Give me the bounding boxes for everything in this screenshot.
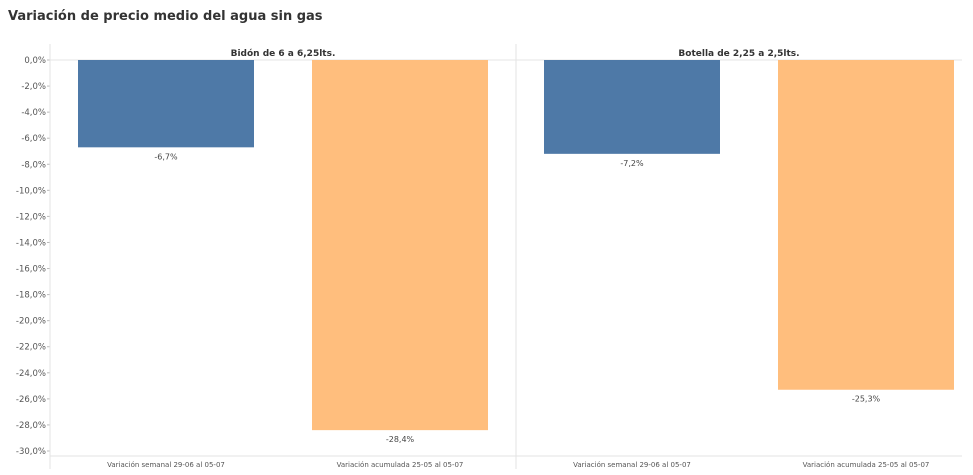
x-category-label: Variación acumulada 25-05 al 05-07 (803, 461, 930, 469)
x-category-label: Variación acumulada 25-05 al 05-07 (337, 461, 464, 469)
y-tick-label: -24,0% (16, 369, 46, 379)
y-tick-label: 0,0% (24, 56, 46, 66)
x-category-label: Variación semanal 29-06 al 05-07 (573, 461, 691, 469)
data-label: -6,7% (154, 152, 178, 161)
y-tick-label: -4,0% (21, 108, 46, 118)
bar (544, 60, 720, 154)
panel-title: Bidón de 6 a 6,25lts. (231, 48, 336, 59)
y-tick-label: -6,0% (21, 134, 46, 144)
x-category-label: Variación semanal 29-06 al 05-07 (107, 461, 225, 469)
bar (78, 60, 254, 148)
y-tick-label: -26,0% (16, 395, 46, 405)
bar (778, 60, 954, 390)
y-tick-label: -8,0% (21, 160, 46, 170)
y-tick-label: -2,0% (21, 82, 46, 92)
y-tick-label: -30,0% (16, 447, 46, 457)
y-tick-label: -10,0% (16, 186, 46, 196)
y-tick-label: -28,0% (16, 421, 46, 431)
bar (312, 60, 488, 431)
data-label: -7,2% (620, 159, 644, 168)
y-tick-label: -16,0% (16, 265, 46, 275)
y-tick-label: -12,0% (16, 212, 46, 222)
panel-title: Botella de 2,25 a 2,5lts. (678, 49, 799, 59)
chart-title: Variación de precio medio del agua sin g… (8, 9, 323, 24)
y-tick-label: -20,0% (16, 317, 46, 327)
panel-header-band (50, 44, 962, 60)
y-tick-label: -18,0% (16, 291, 46, 301)
y-tick-label: -22,0% (16, 343, 46, 353)
data-label: -25,3% (852, 395, 881, 404)
y-tick-label: -14,0% (16, 238, 46, 248)
data-label: -28,4% (386, 435, 415, 444)
